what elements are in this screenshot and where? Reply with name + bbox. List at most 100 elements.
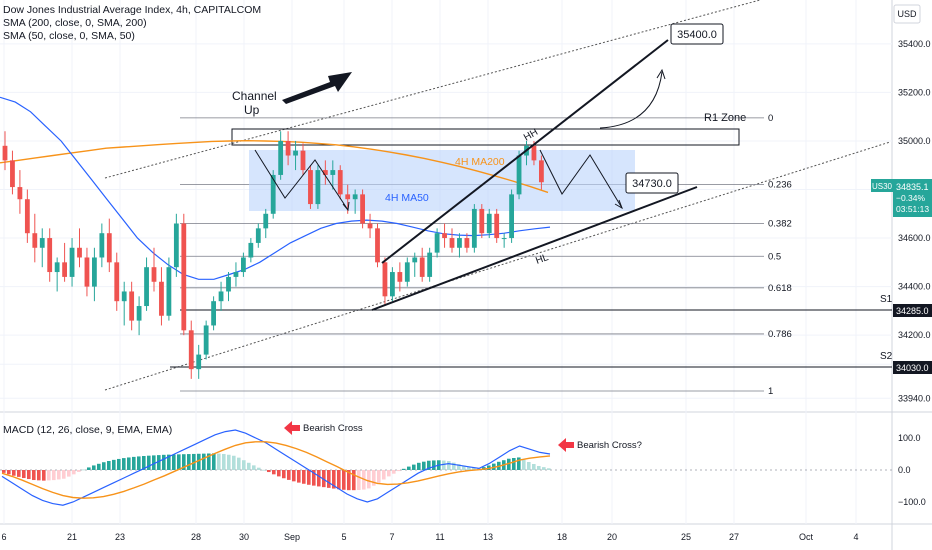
bearish-cross-label: Bearish Cross — [303, 423, 363, 434]
channel-lower-line — [104, 141, 891, 391]
channel-upper-line — [104, 0, 761, 179]
candle-body — [367, 223, 373, 229]
time-tick-label: Oct — [799, 532, 814, 542]
candle-body — [144, 267, 149, 307]
bearish-cross-arrow-icon — [284, 421, 300, 435]
candle-body — [285, 140, 291, 156]
candle-body — [486, 213, 492, 234]
fib-level-label: 0.382 — [768, 218, 792, 229]
macd-hist-bar — [42, 470, 46, 481]
price-tick-label: 35000.0 — [898, 136, 931, 146]
macd-hist-bar — [512, 458, 516, 470]
macd-hist-bar — [17, 470, 21, 477]
macd-hist-bar — [432, 460, 436, 470]
time-tick-label: 27 — [729, 532, 739, 542]
time-tick-label: 30 — [239, 532, 249, 542]
macd-tick-label: 100.0 — [898, 433, 921, 443]
ma200-label: 4H MA200 — [455, 156, 505, 168]
macd-hist-bar — [397, 470, 401, 472]
time-axis[interactable]: 6 21 23 28 30 Sep 5 7 11 13 18 20 25 27 Oct 4 — [1, 532, 858, 542]
candle-body — [255, 228, 261, 243]
macd-hist-bar — [227, 454, 231, 470]
candle-body — [203, 325, 209, 355]
macd-axis[interactable]: 100.0 0.0 −100.0 — [898, 433, 926, 507]
time-tick-label: 25 — [681, 532, 691, 542]
r1-zone-box — [231, 128, 740, 146]
candle-body — [494, 213, 500, 239]
current-price-change: −0.34% — [896, 193, 926, 203]
macd-hist-bar — [252, 465, 256, 470]
macd-hist-bar — [407, 466, 411, 470]
projection-zigzag-left — [254, 149, 349, 211]
macd-hist-bar — [52, 470, 56, 481]
candle-body — [151, 267, 157, 282]
macd-hist-bar — [387, 470, 391, 477]
candle-body — [531, 145, 537, 161]
macd-hist-bar — [212, 453, 216, 470]
macd-hist-bar — [22, 470, 26, 479]
current-price-badge — [893, 179, 932, 217]
macd-hist-bar — [117, 458, 121, 470]
macd-hist-bar — [72, 470, 76, 475]
fib-level-label: 0.5 — [768, 251, 781, 262]
macd-hist-bar — [67, 470, 71, 477]
macd-hist-bar — [402, 468, 406, 470]
candle-body — [375, 228, 380, 263]
channel-label: Channel Up — [232, 89, 277, 117]
macd-hist-bar — [302, 470, 306, 484]
macd-hist-bar — [97, 463, 101, 470]
time-tick-label: 28 — [191, 532, 201, 542]
indicator-sma50: SMA (50, close, 0, SMA, 50) — [3, 30, 135, 42]
hl-label: HL — [534, 252, 550, 267]
candle-body — [293, 150, 298, 156]
macd-hist-bar — [282, 470, 286, 479]
macd-hist-bar — [187, 454, 191, 470]
macd-hist-bar — [337, 470, 341, 490]
fib-level-label: 0.236 — [768, 180, 792, 191]
macd-hist-bar — [272, 470, 276, 475]
currency-box[interactable] — [893, 4, 921, 24]
macd-hist-bar — [382, 470, 386, 480]
symbol-badge — [871, 179, 893, 192]
macd-hist-bar — [137, 456, 141, 470]
candle-body — [501, 238, 507, 240]
signal-line — [1, 441, 551, 499]
macd-hist-bar — [452, 462, 456, 470]
candle-body — [173, 223, 179, 268]
macd-hist-bar — [177, 454, 181, 470]
macd-hist-bar — [2, 470, 6, 473]
macd-hist-bar — [152, 455, 156, 470]
s2-badge — [893, 361, 932, 374]
candle-body — [32, 233, 38, 248]
macd-hist-bar — [92, 465, 96, 470]
macd-hist-bar — [287, 470, 291, 480]
indicator-sma200: SMA (200, close, 0, SMA, 200) — [3, 17, 147, 29]
macd-hist-bar — [202, 453, 206, 470]
candle-body — [442, 233, 447, 239]
candle-body — [449, 238, 455, 248]
candle-body — [248, 242, 254, 258]
ma200-line — [0, 139, 549, 194]
candle-body — [337, 170, 343, 195]
macd-hist-bar — [312, 470, 316, 486]
candle-body — [99, 233, 105, 258]
fib-level-label: 0.618 — [768, 283, 792, 294]
candle-body — [211, 301, 216, 326]
macd-hist-bar — [207, 453, 211, 470]
macd-hist-bar — [542, 467, 546, 470]
macd-hist-bar — [377, 470, 381, 483]
candle-body — [390, 272, 395, 297]
macd-hist-bar — [457, 464, 461, 470]
projection-arrowhead-left — [342, 201, 350, 212]
candle-body — [77, 247, 82, 258]
candle-body — [516, 155, 522, 195]
macd-hist-bar — [82, 469, 86, 471]
target-mid-box — [625, 172, 679, 194]
macd-hist-bar — [412, 464, 416, 470]
time-tick-label: Sep — [284, 532, 300, 542]
candle-body — [270, 174, 276, 214]
target-top-value: 35400.0 — [677, 29, 717, 41]
macd-hist-bar — [122, 458, 126, 470]
candle-body — [2, 145, 8, 161]
candle-body — [233, 272, 239, 277]
